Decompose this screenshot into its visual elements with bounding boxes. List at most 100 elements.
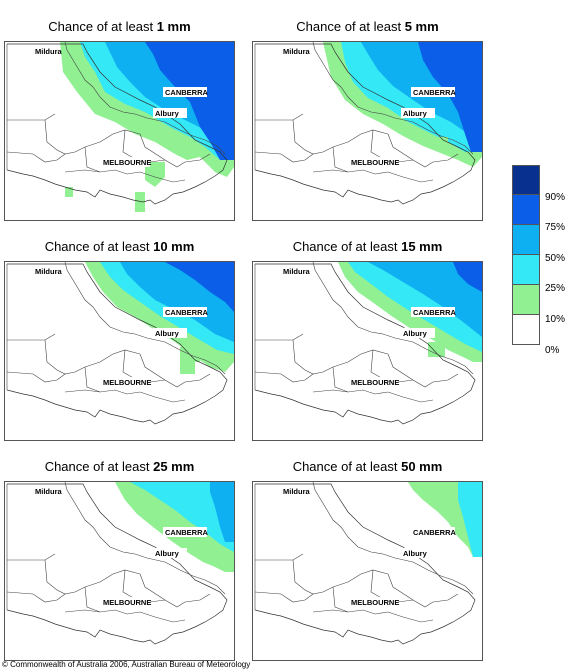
region-border bbox=[7, 553, 56, 561]
region-border bbox=[254, 371, 314, 383]
rain-probability-region bbox=[458, 482, 482, 557]
place-label-background bbox=[163, 307, 207, 317]
place-label-mildura: Mildura bbox=[35, 47, 62, 56]
place-label-background bbox=[411, 87, 455, 97]
place-label-melbourne: MELBOURNE bbox=[351, 378, 399, 387]
region-border bbox=[139, 611, 186, 623]
title-threshold: 25 mm bbox=[153, 459, 195, 474]
place-label-background bbox=[101, 377, 150, 387]
title-threshold: 15 mm bbox=[401, 239, 443, 254]
legend-swatch-90 bbox=[512, 165, 540, 195]
region-border bbox=[312, 389, 349, 393]
region-border bbox=[64, 262, 226, 375]
region-border bbox=[254, 591, 314, 603]
place-label-background bbox=[101, 597, 150, 607]
rain-probability-region bbox=[145, 162, 165, 187]
place-label-background bbox=[411, 527, 455, 537]
legend-tick-25: 25% bbox=[545, 283, 566, 294]
region-border bbox=[387, 353, 459, 388]
legend-swatch-25 bbox=[512, 255, 540, 285]
place-label-background bbox=[163, 527, 207, 537]
legend-tick-90: 90% bbox=[545, 192, 566, 203]
place-label-mildura: Mildura bbox=[283, 267, 310, 276]
place-label-mildura: Mildura bbox=[283, 47, 310, 56]
coastline bbox=[6, 483, 228, 645]
title-threshold: 1 mm bbox=[156, 19, 191, 34]
region-border bbox=[139, 391, 186, 403]
legend-tick-10: 10% bbox=[545, 314, 566, 325]
place-label-melbourne: MELBOURNE bbox=[103, 158, 151, 167]
place-label-mildura: Mildura bbox=[35, 267, 62, 276]
region-border bbox=[64, 389, 101, 393]
copyright-notice: © Commonwealth of Australia 2006, Austra… bbox=[2, 660, 251, 669]
region-border bbox=[387, 573, 459, 608]
panel-title: Chance of at least 25 mm bbox=[4, 459, 235, 474]
place-label-mildura: Mildura bbox=[283, 487, 310, 496]
legend-tick-50: 50% bbox=[545, 253, 566, 264]
region-border bbox=[64, 169, 101, 173]
title-prefix: Chance of at least bbox=[44, 459, 150, 474]
place-label-background bbox=[349, 157, 398, 167]
place-label-background bbox=[153, 548, 187, 558]
panel-title: Chance of at least 5 mm bbox=[252, 19, 483, 34]
panel-5mm: Chance of at least 5 mm Mildura CANBERRA A… bbox=[252, 19, 483, 221]
region-border bbox=[84, 586, 141, 615]
place-label-background bbox=[153, 108, 187, 118]
rain-probability-region bbox=[65, 187, 73, 197]
region-border bbox=[84, 366, 141, 395]
title-prefix: Chance of at least bbox=[48, 19, 154, 34]
region-border bbox=[7, 113, 56, 121]
rain-probability-region bbox=[453, 262, 482, 292]
region-border bbox=[387, 611, 434, 623]
panel-title: Chance of at least 1 mm bbox=[4, 19, 235, 34]
region-border bbox=[312, 169, 349, 173]
place-label-background bbox=[401, 548, 435, 558]
place-label-canberra: CANBERRA bbox=[413, 308, 457, 317]
place-label-albury: Albury bbox=[155, 549, 180, 558]
coastline bbox=[6, 43, 228, 205]
legend-swatch-50 bbox=[512, 225, 540, 255]
rain-probability-region bbox=[210, 482, 234, 542]
place-label-background bbox=[349, 377, 398, 387]
map-15mm: Mildura CANBERRA Albury MELBOURNE bbox=[252, 261, 483, 441]
region-border bbox=[254, 151, 314, 163]
region-border bbox=[292, 559, 334, 595]
rain-probability-region bbox=[135, 192, 145, 212]
region-border bbox=[139, 133, 211, 168]
rain-probability-region bbox=[423, 137, 448, 152]
rain-probability-region bbox=[180, 362, 195, 374]
coastline bbox=[6, 263, 228, 425]
region-border bbox=[312, 262, 474, 375]
region-border bbox=[64, 42, 226, 155]
place-label-melbourne: MELBOURNE bbox=[351, 598, 399, 607]
place-label-canberra: CANBERRA bbox=[165, 88, 209, 97]
place-label-melbourne: MELBOURNE bbox=[351, 158, 399, 167]
coastline bbox=[254, 483, 476, 645]
region-border bbox=[312, 609, 349, 613]
place-label-background bbox=[153, 328, 187, 338]
place-label-background bbox=[163, 87, 207, 97]
panel-25mm: Chance of at least 25 mm Mildura CANBERRA… bbox=[4, 459, 235, 661]
map-25mm: Mildura CANBERRA Albury MELBOURNE bbox=[4, 481, 235, 661]
place-label-background bbox=[401, 328, 435, 338]
place-label-albury: Albury bbox=[403, 549, 428, 558]
rain-probability-region bbox=[368, 262, 482, 337]
place-label-albury: Albury bbox=[403, 109, 428, 118]
region-border bbox=[6, 591, 66, 603]
region-border bbox=[84, 569, 141, 588]
region-border bbox=[332, 349, 389, 368]
region-border bbox=[139, 573, 211, 608]
place-label-background bbox=[401, 108, 435, 118]
panel-1mm: Chance of at least 1 mm Mildura CANBERRA A… bbox=[4, 19, 235, 221]
region-border bbox=[255, 113, 304, 121]
rain-probability-region bbox=[428, 342, 445, 357]
map-10mm: Mildura CANBERRA Albury MELBOURNE bbox=[4, 261, 235, 441]
panel-50mm: Chance of at least 50 mm Mildura CANBERRA… bbox=[252, 459, 483, 661]
region-border bbox=[387, 171, 434, 183]
region-border bbox=[6, 151, 66, 163]
place-label-background bbox=[411, 307, 455, 317]
legend-swatch-75 bbox=[512, 195, 540, 225]
place-label-canberra: CANBERRA bbox=[165, 308, 209, 317]
place-label-melbourne: MELBOURNE bbox=[103, 598, 151, 607]
region-border bbox=[44, 559, 86, 595]
